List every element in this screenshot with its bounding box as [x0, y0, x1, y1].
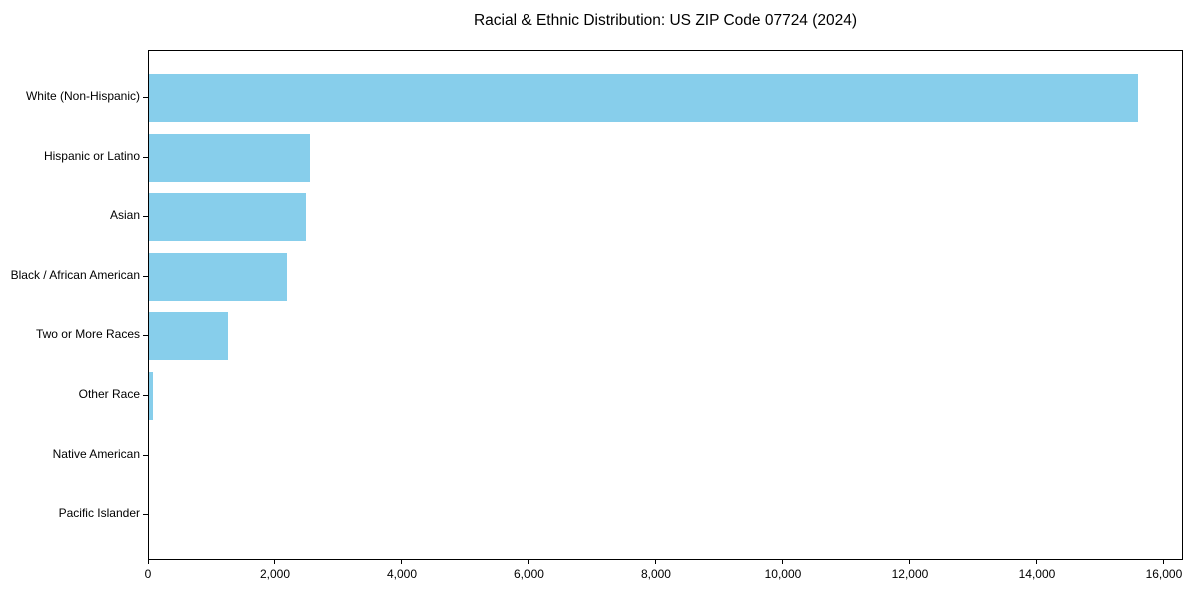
x-tick-mark: [655, 560, 657, 564]
x-tick-mark: [274, 560, 276, 564]
x-tick-label: 4,000: [386, 567, 417, 581]
x-tick-label: 2,000: [259, 567, 290, 581]
y-tick-label: Pacific Islander: [58, 506, 140, 521]
y-tick-label: White (Non-Hispanic): [25, 89, 140, 103]
x-tick-mark: [147, 560, 149, 564]
x-tick-label: 8,000: [640, 567, 671, 581]
y-tick-label: Asian: [109, 208, 140, 223]
y-tick-label: Hispanic or Latino: [43, 148, 140, 163]
y-tick-mark: [143, 454, 148, 456]
y-tick-label: Other Race: [78, 387, 140, 401]
x-tick-label: 14,000: [1018, 567, 1056, 581]
y-tick-mark: [143, 156, 148, 158]
bar-other-race: [149, 372, 153, 420]
x-tick-mark: [1163, 560, 1165, 564]
y-tick-mark: [143, 216, 148, 218]
y-tick-mark: [143, 275, 148, 277]
x-tick-mark: [401, 560, 403, 564]
bar-black-african-american: [149, 252, 287, 301]
plot-area: [148, 50, 1183, 560]
y-tick-label: Black / African American: [10, 267, 140, 282]
chart-title: Racial & Ethnic Distribution: US ZIP Cod…: [473, 12, 858, 29]
x-tick-label: 10,000: [764, 567, 802, 581]
x-tick-mark: [909, 560, 911, 564]
x-tick-mark: [528, 560, 530, 564]
x-tick-label: 0: [144, 567, 152, 581]
x-tick-label: 16,000: [1145, 567, 1183, 581]
y-tick-label: Two or More Races: [35, 327, 140, 342]
y-tick-mark: [143, 395, 148, 396]
bar-asian: [149, 193, 306, 242]
x-tick-label: 12,000: [891, 567, 929, 581]
x-tick-mark: [782, 560, 784, 564]
bar-two-or-more-races: [149, 312, 228, 361]
y-tick-mark: [143, 97, 148, 98]
bar-hispanic-or-latino: [149, 133, 311, 182]
x-tick-label: 6,000: [513, 567, 544, 581]
y-tick-mark: [143, 514, 148, 516]
y-tick-mark: [143, 335, 148, 337]
y-tick-label: Native American: [52, 446, 140, 461]
bar-white-non-hispanic: [149, 74, 1138, 122]
x-tick-mark: [1036, 560, 1038, 564]
